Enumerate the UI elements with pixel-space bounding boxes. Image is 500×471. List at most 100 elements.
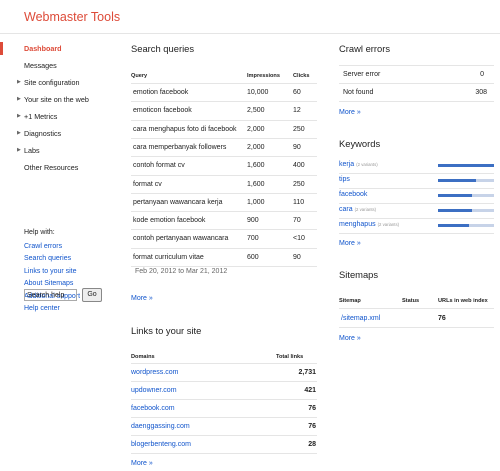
expand-triangle-icon[interactable]: ▶: [17, 79, 21, 85]
keyword-text[interactable]: facebook: [339, 191, 368, 198]
help-link-about-sitemaps[interactable]: About Sitemaps: [24, 280, 74, 287]
sidebar-item-other-resources[interactable]: Other Resources: [0, 159, 118, 176]
keyword-text[interactable]: menghapus: [339, 221, 376, 228]
help-link-links-to-your-site[interactable]: Links to your site: [24, 267, 77, 275]
keyword-item[interactable]: kerja (2 variants): [339, 161, 378, 168]
expand-triangle-icon[interactable]: ▶: [17, 96, 21, 102]
query-text[interactable]: emotion facebook: [133, 89, 189, 96]
clicks-value: 110: [293, 198, 305, 206]
row-divider: [131, 453, 317, 454]
search-queries-more-link[interactable]: More »: [131, 295, 153, 302]
expand-triangle-icon[interactable]: ▶: [17, 113, 21, 119]
row-divider: [131, 417, 317, 418]
domain-link[interactable]: facebook.com: [131, 405, 175, 412]
query-text[interactable]: cara menghapus foto di facebook: [133, 125, 237, 133]
row-divider: [131, 247, 317, 249]
keyword-bar: [438, 224, 494, 227]
clicks-value: 90: [293, 253, 301, 261]
keyword-item[interactable]: menghapus (2 variants): [339, 221, 399, 228]
keyword-variants: (2 variants): [377, 222, 400, 227]
sitemaps-more-link[interactable]: More »: [339, 335, 361, 342]
sidebar-nav: Dashboard Messages ▶ Site configuration ▶…: [0, 40, 118, 176]
help-title: Help with:: [24, 229, 55, 236]
row-divider: [131, 83, 317, 84]
clicks-value: 250: [293, 180, 305, 188]
links-more-link[interactable]: More »: [131, 460, 153, 467]
impressions-value: 1,600: [247, 162, 265, 170]
keyword-item[interactable]: facebook: [339, 191, 367, 198]
sitemap-link[interactable]: /sitemap.xml: [341, 315, 381, 322]
domain-link[interactable]: wordpress.com: [131, 369, 179, 376]
search-queries-title: Search queries: [131, 43, 195, 54]
help-search-input[interactable]: Search help: [24, 289, 77, 301]
column-header-domains: Domains: [131, 354, 155, 360]
impressions-value: 2,000: [247, 143, 265, 151]
row-divider: [131, 229, 317, 231]
row-divider: [339, 83, 494, 84]
links-title: Links to your site: [131, 325, 202, 336]
query-text[interactable]: emoticon facebook: [133, 107, 192, 115]
crawl-error-count: 308: [475, 89, 487, 96]
query-text[interactable]: pertanyaan wawancara kerja: [133, 198, 223, 206]
keyword-bar-fill: [438, 224, 469, 227]
row-divider: [339, 327, 494, 328]
impressions-value: 1,000: [247, 198, 265, 206]
domain-link[interactable]: blogerbenteng.com: [131, 441, 191, 448]
clicks-value: 60: [293, 89, 301, 96]
column-header-status: Status: [402, 298, 420, 304]
sidebar-item-your-site-on-the-web[interactable]: ▶ Your site on the web: [0, 91, 118, 108]
row-divider: [339, 233, 494, 234]
sidebar-item-plus1-metrics[interactable]: ▶ +1 Metrics: [0, 108, 118, 125]
keyword-variants: (2 variants): [356, 162, 378, 167]
total-links-value: 2,731: [298, 369, 316, 376]
help-link-additional-support[interactable]: Additional support: [24, 292, 81, 300]
keyword-item[interactable]: tips: [339, 176, 350, 183]
keyword-bar: [438, 164, 494, 167]
sidebar-item-labs[interactable]: ▶ Labs: [0, 142, 118, 159]
query-text[interactable]: kode emotion facebook: [133, 217, 206, 225]
keyword-text[interactable]: cara: [339, 206, 353, 213]
sidebar-item-dashboard[interactable]: Dashboard: [0, 40, 118, 57]
sidebar-item-label: Site configuration: [24, 78, 80, 87]
row-divider: [131, 101, 317, 103]
crawl-errors-more-link[interactable]: More »: [339, 109, 361, 116]
crawl-error-count: 0: [480, 71, 484, 78]
domain-link[interactable]: daenggassing.com: [131, 423, 190, 430]
keyword-bar: [438, 209, 494, 212]
keyword-bar-fill: [438, 209, 472, 212]
keywords-more-link[interactable]: More »: [339, 240, 361, 247]
keyword-item[interactable]: cara (2 variants): [339, 206, 376, 213]
app-title[interactable]: Webmaster Tools: [24, 10, 121, 24]
query-text[interactable]: format curriculum vitae: [133, 253, 204, 261]
column-header-total-links: Total links: [276, 354, 304, 360]
expand-triangle-icon[interactable]: ▶: [17, 147, 21, 153]
total-links-value: 28: [308, 441, 316, 448]
sidebar-item-diagnostics[interactable]: ▶ Diagnostics: [0, 125, 118, 142]
row-divider: [131, 174, 317, 176]
go-button[interactable]: Go: [82, 288, 102, 302]
query-text[interactable]: format cv: [133, 180, 162, 188]
expand-triangle-icon[interactable]: ▶: [17, 130, 21, 136]
impressions-value: 900: [247, 217, 259, 225]
help-link-crawl-errors[interactable]: Crawl errors: [24, 242, 63, 250]
row-divider: [339, 173, 494, 174]
query-text[interactable]: contoh format cv: [133, 162, 185, 170]
query-text[interactable]: cara memperbanyak followers: [133, 143, 227, 151]
sidebar-item-messages[interactable]: Messages: [0, 57, 118, 74]
help-link-help-center[interactable]: Help center: [24, 305, 60, 312]
domain-link[interactable]: updowner.com: [131, 387, 177, 394]
impressions-value: 1,600: [247, 180, 265, 188]
keyword-text[interactable]: tips: [339, 176, 350, 183]
row-divider: [131, 119, 317, 121]
query-text[interactable]: contoh pertanyaan wawancara: [133, 235, 229, 243]
column-header-sitemap: Sitemap: [339, 298, 361, 304]
sidebar-item-label: Messages: [24, 61, 57, 70]
sidebar-item-site-configuration[interactable]: ▶ Site configuration: [0, 74, 118, 91]
keyword-text[interactable]: kerja: [339, 161, 355, 168]
help-link-search-queries[interactable]: Search queries: [24, 255, 72, 262]
row-divider: [339, 203, 494, 204]
row-divider: [339, 218, 494, 219]
clicks-value: 250: [293, 125, 305, 133]
total-links-value: 76: [308, 423, 316, 430]
column-header-clicks: Clicks: [293, 73, 310, 79]
